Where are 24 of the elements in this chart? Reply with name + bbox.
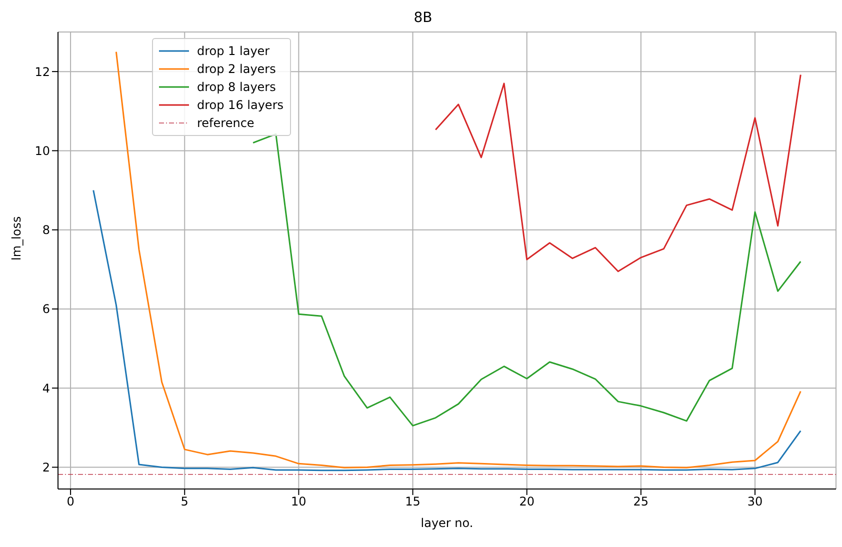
line-series [434, 74, 802, 272]
legend-label: drop 8 layers [197, 80, 276, 94]
line-series [252, 133, 802, 426]
x-tick-label: 10 [291, 494, 306, 509]
x-tick-label: 0 [66, 494, 74, 509]
y-tick-label: 6 [42, 302, 50, 316]
y-tick-label: 4 [42, 381, 50, 396]
x-tick-label: 20 [519, 494, 534, 509]
y-tick-label: 12 [34, 64, 50, 79]
x-tick-label: 30 [747, 494, 763, 509]
y-tick-label: 8 [42, 223, 50, 238]
x-tick-label: 15 [405, 494, 420, 509]
y-tick-label: 2 [42, 460, 50, 474]
legend-label: drop 1 layer [197, 44, 270, 58]
x-tick-label: 5 [180, 494, 188, 509]
y-axis-title: lm_loss [9, 216, 24, 260]
legend-label: drop 2 layers [197, 62, 276, 76]
y-tick-label: 10 [34, 144, 50, 158]
legend-label: reference [197, 116, 254, 130]
chart-title: 8B [412, 10, 434, 26]
legend-label: drop 16 layers [197, 98, 284, 112]
x-tick-label: 25 [633, 494, 649, 509]
x-axis-title: layer no. [420, 516, 474, 530]
line-series [92, 190, 802, 472]
